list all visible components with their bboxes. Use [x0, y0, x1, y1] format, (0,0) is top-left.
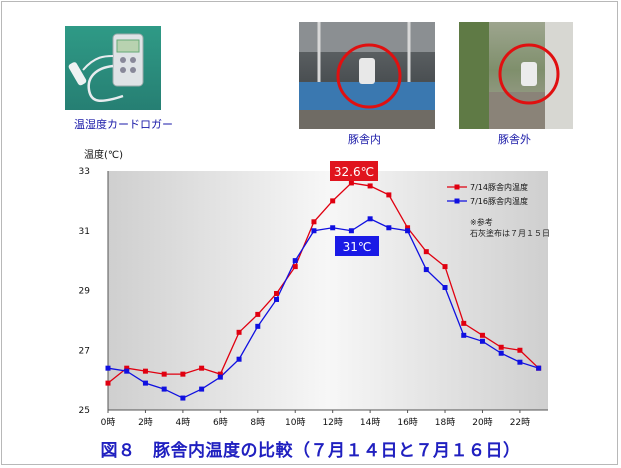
x-tick-label: 2時 [138, 417, 153, 428]
peak-label-a: 32.6℃ [334, 165, 374, 179]
series-1-point [161, 371, 167, 377]
barn-outside-photo [459, 22, 573, 129]
x-tick-label: 18時 [435, 417, 455, 428]
x-tick-label: 8時 [250, 417, 265, 428]
series-2-point [180, 395, 186, 401]
x-tick-label: 14時 [360, 417, 380, 428]
series-line-2 [107, 218, 539, 399]
series-2-point [161, 386, 167, 392]
series-2-point [274, 296, 280, 302]
series-1-point [274, 290, 280, 296]
series-1-point [386, 192, 392, 198]
y-tick-label: 27 [79, 346, 90, 356]
pig-barn-interior-icon [299, 22, 435, 129]
legend-marker-1 [454, 184, 460, 190]
x-tick-label: 20時 [472, 417, 492, 428]
barn-outside-caption: 豚舎外 [498, 133, 531, 146]
series-2-point [498, 350, 504, 356]
x-tick-label: 6時 [213, 417, 228, 428]
series-2-point [292, 258, 298, 264]
series-1-point [405, 225, 411, 231]
series-1-point [105, 380, 111, 386]
x-tick-label: 4時 [176, 417, 191, 428]
series-1-point [330, 198, 336, 204]
series-1-point [311, 219, 317, 225]
series-1-point [367, 183, 373, 189]
series-2-point [423, 267, 429, 273]
legend-marker-2 [454, 198, 460, 204]
series-1-point [423, 249, 429, 255]
series-1-point [442, 264, 448, 270]
peak-callout-a: 32.6℃ [330, 161, 378, 181]
axes: 25 27 29 31 33 0時 2時 4時 6時 8時 10時 12時 14時 16時 18時 20時 22… [79, 167, 548, 428]
series-1-point [517, 347, 523, 353]
series-2-point [199, 386, 205, 392]
series-1-point [199, 365, 205, 371]
series-2-point [405, 228, 411, 234]
series-1-point [348, 180, 354, 186]
y-axis-label: 温度(℃) [84, 148, 123, 161]
series-2-point [348, 228, 354, 234]
x-tick-label: 0時 [101, 417, 116, 428]
x-tick-label: 10時 [285, 417, 305, 428]
peak-label-b: 31℃ [343, 240, 372, 254]
series-2-point [536, 365, 542, 371]
series-line-1 [107, 182, 540, 384]
legend-label-2: 7/16豚舎内温度 [470, 196, 528, 206]
barn-inside-photo [299, 22, 435, 129]
series-1-point [292, 264, 298, 270]
y-tick-label: 29 [79, 287, 91, 297]
series-1-point [142, 368, 148, 374]
series-2-point [386, 225, 392, 231]
x-tick-label: 12時 [322, 417, 342, 428]
logger-photo [65, 26, 161, 110]
series-1-point [461, 320, 467, 326]
y-tick-label: 33 [79, 167, 90, 177]
series-2-point [330, 225, 336, 231]
pig-barn-exterior-icon [459, 22, 573, 129]
y-tick-label: 25 [79, 406, 90, 416]
x-tick-label: 16時 [397, 417, 417, 428]
series-2-point [311, 228, 317, 234]
series-markers [105, 180, 542, 401]
series-1-point [236, 329, 242, 335]
series-1-point [180, 371, 186, 377]
series-1-point [217, 371, 223, 377]
series-2-point [479, 338, 485, 344]
y-tick-label: 31 [79, 227, 90, 237]
temperature-humidity-logger-icon [68, 33, 144, 103]
barn-inside-caption: 豚舎内 [348, 133, 381, 146]
series-2-point [367, 216, 373, 222]
series-2-point [142, 380, 148, 386]
legend-label-1: 7/14豚舎内温度 [470, 182, 528, 192]
temperature-chart: 温度(℃) 25 27 29 31 33 0時 2時 4時 6時 8時 10時 12時 14時 16時 18… [79, 148, 550, 428]
series-1-point [479, 332, 485, 338]
x-tick-label: 22時 [510, 417, 530, 428]
series-2-point [461, 332, 467, 338]
peak-callout-b: 31℃ [335, 236, 379, 256]
series-2-point [236, 356, 242, 362]
legend: 7/14豚舎内温度 7/16豚舎内温度 [447, 182, 528, 206]
series-1-point [255, 311, 261, 317]
note-line-2: 石灰塗布は７月１５日 [470, 228, 550, 238]
series-1-point [124, 365, 130, 371]
note-line-1: ※参考 [470, 217, 493, 227]
series-lines [107, 182, 540, 399]
logger-caption: 温湿度カードロガー [74, 118, 173, 131]
figure-caption: 図８ 豚舎内温度の比較（７月１４日と７月１６日） [100, 441, 521, 461]
series-2-point [124, 368, 130, 374]
series-1-point [498, 344, 504, 350]
series-2-point [255, 323, 261, 329]
series-2-point [517, 359, 523, 365]
series-2-point [105, 365, 111, 371]
series-2-point [442, 285, 448, 291]
series-2-point [217, 374, 223, 380]
plot-area [108, 171, 548, 410]
